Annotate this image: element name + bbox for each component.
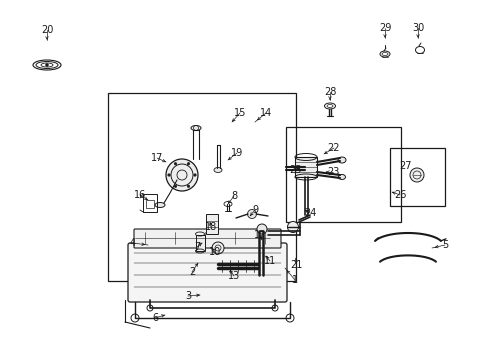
Text: 24: 24 bbox=[303, 208, 316, 218]
Text: 29: 29 bbox=[378, 23, 390, 33]
Text: 22: 22 bbox=[327, 143, 340, 153]
Text: 18: 18 bbox=[204, 222, 217, 232]
Bar bbox=[108, 93, 295, 281]
Text: 25: 25 bbox=[288, 165, 301, 175]
Text: 1: 1 bbox=[291, 275, 298, 285]
FancyBboxPatch shape bbox=[134, 229, 281, 248]
Text: 6: 6 bbox=[152, 313, 158, 323]
Text: 23: 23 bbox=[326, 167, 339, 177]
Circle shape bbox=[187, 163, 189, 165]
Bar bbox=[205, 214, 218, 234]
Text: 16: 16 bbox=[134, 190, 146, 200]
Bar bbox=[294, 157, 316, 177]
Circle shape bbox=[193, 174, 196, 176]
Text: 7: 7 bbox=[193, 242, 200, 252]
Bar bbox=[196, 235, 204, 251]
Circle shape bbox=[247, 210, 256, 219]
Ellipse shape bbox=[337, 157, 346, 163]
Text: 10: 10 bbox=[208, 247, 221, 257]
Text: 9: 9 bbox=[251, 205, 258, 215]
Text: 27: 27 bbox=[398, 161, 410, 171]
Text: 19: 19 bbox=[230, 148, 243, 158]
Text: 20: 20 bbox=[41, 25, 53, 35]
Ellipse shape bbox=[214, 167, 222, 172]
Text: 2: 2 bbox=[188, 267, 195, 277]
Text: 14: 14 bbox=[259, 108, 271, 118]
Bar bbox=[146, 200, 154, 208]
Text: 13: 13 bbox=[227, 271, 240, 281]
Circle shape bbox=[45, 63, 48, 67]
Text: 3: 3 bbox=[184, 291, 191, 301]
Text: 8: 8 bbox=[230, 191, 237, 201]
Circle shape bbox=[165, 159, 198, 191]
Text: 21: 21 bbox=[289, 260, 302, 270]
Circle shape bbox=[287, 221, 298, 233]
Ellipse shape bbox=[191, 126, 201, 130]
Text: 15: 15 bbox=[233, 108, 245, 118]
Ellipse shape bbox=[338, 175, 345, 180]
FancyBboxPatch shape bbox=[128, 243, 286, 302]
Bar bbox=[389, 148, 444, 206]
Circle shape bbox=[257, 224, 266, 234]
Text: 28: 28 bbox=[323, 87, 336, 97]
Bar bbox=[142, 194, 157, 212]
Circle shape bbox=[167, 174, 170, 176]
Circle shape bbox=[174, 163, 176, 165]
Bar bbox=[285, 127, 400, 222]
Text: 17: 17 bbox=[150, 153, 163, 163]
Circle shape bbox=[187, 185, 189, 188]
Text: 30: 30 bbox=[411, 23, 423, 33]
Circle shape bbox=[174, 185, 176, 188]
Text: 4: 4 bbox=[130, 238, 136, 248]
Circle shape bbox=[212, 242, 224, 254]
Text: 5: 5 bbox=[441, 240, 447, 250]
Text: 11: 11 bbox=[264, 256, 276, 266]
Text: 26: 26 bbox=[393, 190, 406, 200]
Ellipse shape bbox=[155, 202, 164, 207]
Circle shape bbox=[409, 168, 423, 182]
Text: 12: 12 bbox=[253, 230, 265, 240]
